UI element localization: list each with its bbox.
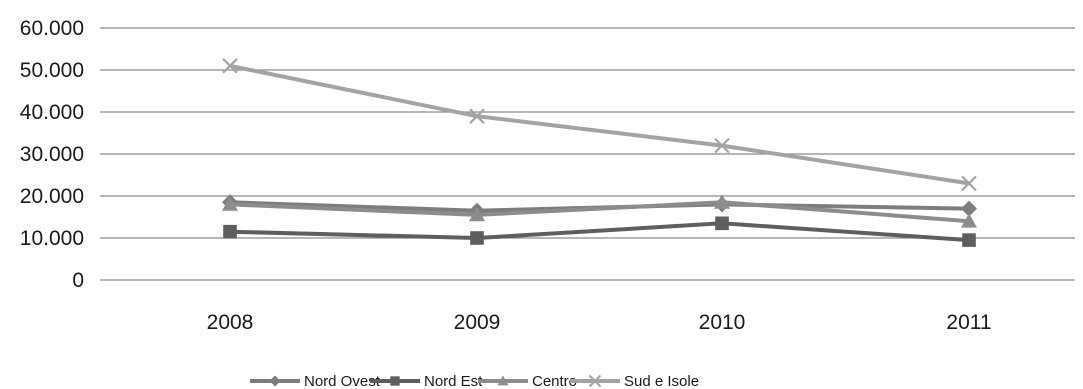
series-sud-e-isole (222, 58, 977, 192)
y-tick-label: 20.000 (20, 185, 84, 208)
series-line (229, 221, 970, 243)
legend-marker (497, 375, 509, 386)
series-line (229, 63, 970, 186)
legend-label: Nord Est (424, 373, 483, 389)
x-axis-tick-labels: 2008 2009 2010 2011 (207, 311, 992, 334)
legend-label: Nord Ovest (304, 373, 381, 389)
y-axis-tick-labels: 0 10.000 20.000 30.000 40.000 50.000 60.000 (20, 17, 84, 292)
data-point (961, 175, 977, 192)
legend-label: Sud e Isole (624, 373, 699, 389)
legend-label: Centro (532, 373, 577, 389)
series-line (229, 200, 970, 224)
series-lines (222, 58, 977, 247)
legend-item: Nord Ovest (250, 373, 381, 389)
data-point (223, 224, 237, 239)
series-nord-est (223, 216, 976, 247)
series-centro (222, 194, 977, 228)
data-point (961, 200, 977, 217)
y-tick-label: 0 (72, 269, 84, 292)
data-point (469, 206, 485, 222)
x-tick-label: 2008 (207, 311, 254, 334)
legend-marker (269, 375, 281, 387)
legend-marker (588, 374, 602, 388)
data-point (469, 108, 485, 124)
data-point (961, 213, 977, 228)
y-tick-label: 30.000 (20, 143, 84, 166)
legend-marker (390, 376, 400, 386)
y-tick-label: 10.000 (20, 227, 84, 250)
data-point (714, 194, 730, 209)
legend: Nord Ovest Nord Est Centro Sud e Isole (250, 373, 699, 389)
data-point (714, 137, 730, 154)
x-tick-label: 2011 (946, 311, 991, 334)
legend-item: Centro (478, 373, 577, 389)
legend-item: Nord Est (370, 373, 483, 389)
x-tick-label: 2009 (454, 311, 501, 334)
data-point (222, 58, 238, 74)
data-point (715, 216, 729, 231)
gridlines (100, 27, 1075, 281)
y-tick-label: 50.000 (20, 59, 84, 82)
legend-item: Sud e Isole (570, 373, 699, 389)
y-tick-label: 60.000 (20, 17, 84, 40)
data-point (222, 196, 238, 211)
data-point (962, 233, 976, 247)
data-point (470, 231, 484, 245)
y-tick-label: 40.000 (20, 101, 84, 124)
x-tick-label: 2010 (699, 311, 746, 334)
